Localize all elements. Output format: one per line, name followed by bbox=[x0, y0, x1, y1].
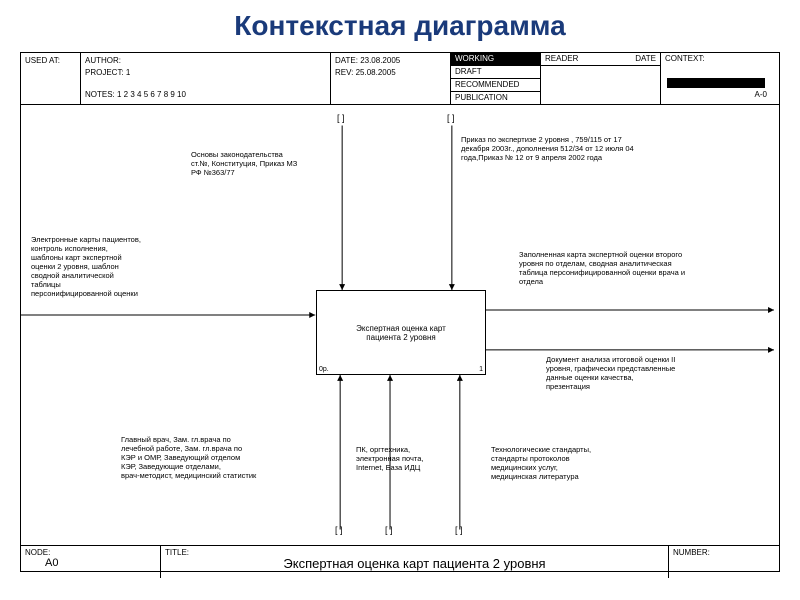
context-cell: CONTEXT: A-0 bbox=[661, 53, 771, 104]
working-label: WORKING bbox=[451, 53, 540, 66]
node-cell: NODE: A0 bbox=[21, 546, 161, 578]
label-left1: Электронные карты пациентов, контроль ис… bbox=[31, 235, 201, 298]
used-at-cell: USED AT: bbox=[21, 53, 81, 104]
box-corner-left: 0р. bbox=[319, 366, 329, 373]
box-corner-right: 1 bbox=[479, 366, 483, 373]
used-at-label: USED AT: bbox=[25, 55, 76, 67]
author-cell: AUTHOR: PROJECT: 1 NOTES: 1 2 3 4 5 6 7 … bbox=[81, 53, 331, 104]
context-block bbox=[667, 78, 765, 88]
label-bottom3: Технологические стандарты, стандарты про… bbox=[491, 445, 661, 481]
publication-label: PUBLICATION bbox=[451, 92, 540, 104]
idef0-frame: USED AT: AUTHOR: PROJECT: 1 NOTES: 1 2 3… bbox=[20, 52, 780, 572]
diagram-canvas: [ ] [ ] [ ] [ ] [ ] Экспертная оценка ка… bbox=[21, 105, 779, 545]
number-cell: NUMBER: bbox=[669, 546, 779, 578]
bracket: [ ] bbox=[337, 113, 345, 123]
recommended-label: RECOMMENDED bbox=[451, 79, 540, 92]
label-right2: Документ анализа итоговой оценки II уров… bbox=[546, 355, 756, 391]
reader-label: READER bbox=[545, 54, 578, 64]
bracket: [ ] bbox=[447, 113, 455, 123]
node-label: NODE: bbox=[25, 548, 156, 557]
node-value: A0 bbox=[25, 557, 156, 569]
bracket: [ ] bbox=[335, 525, 343, 535]
activity-box: Экспертная оценка карт пациента 2 уровня… bbox=[316, 290, 486, 375]
activity-box-text: Экспертная оценка карт пациента 2 уровня bbox=[317, 324, 485, 342]
number-label: NUMBER: bbox=[673, 548, 775, 557]
author-label: AUTHOR: bbox=[85, 55, 326, 67]
header: USED AT: AUTHOR: PROJECT: 1 NOTES: 1 2 3… bbox=[21, 53, 779, 105]
title-cell: TITLE: Экспертная оценка карт пациента 2… bbox=[161, 546, 669, 578]
label-right1: Заполненная карта экспертной оценки втор… bbox=[519, 250, 754, 286]
context-code: A-0 bbox=[661, 90, 771, 99]
status-cell: WORKING DRAFT RECOMMENDED PUBLICATION bbox=[451, 53, 541, 104]
label-top2: Приказ по экспертизе 2 уровня , 759/115 … bbox=[461, 135, 691, 162]
title-value: Экспертная оценка карт пациента 2 уровня bbox=[165, 557, 664, 571]
bracket: [ ] bbox=[385, 525, 393, 535]
page-title: Контекстная диаграмма bbox=[0, 0, 800, 52]
notes-label: NOTES: 1 2 3 4 5 6 7 8 9 10 bbox=[85, 89, 326, 101]
bracket: [ ] bbox=[455, 525, 463, 535]
reader-cell: READER DATE bbox=[541, 53, 661, 104]
context-label: CONTEXT: bbox=[661, 53, 771, 64]
footer: NODE: A0 TITLE: Экспертная оценка карт п… bbox=[21, 545, 779, 578]
date2-label: DATE bbox=[635, 54, 656, 64]
rev-label: REV: 25.08.2005 bbox=[335, 67, 446, 79]
date-cell: DATE: 23.08.2005 REV: 25.08.2005 bbox=[331, 53, 451, 104]
date-label: DATE: 23.08.2005 bbox=[335, 55, 446, 67]
label-top1: Основы законодательства ст.№, Конституци… bbox=[191, 150, 351, 177]
label-bottom2: ПК, оргтехника, электронная почта, Inter… bbox=[356, 445, 466, 472]
label-bottom1: Главный врач, Зам. гл.врача по лечебной … bbox=[121, 435, 311, 480]
project-label: PROJECT: 1 bbox=[85, 67, 326, 79]
draft-label: DRAFT bbox=[451, 66, 540, 79]
